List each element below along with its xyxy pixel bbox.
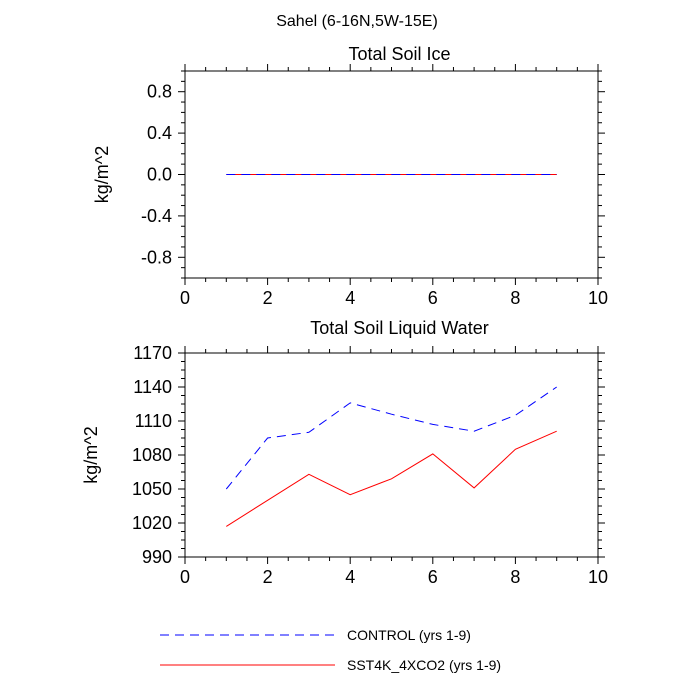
y-tick-label: 1140 xyxy=(133,377,172,397)
x-tick-label: 6 xyxy=(428,567,438,587)
y-tick-label: -0.8 xyxy=(141,247,172,267)
x-tick-label: 4 xyxy=(345,567,355,587)
x-tick-label: 6 xyxy=(428,288,438,308)
y-tick-label: 0.0 xyxy=(147,165,172,185)
x-tick-label: 10 xyxy=(588,288,608,308)
panel-title: Total Soil Ice xyxy=(348,44,450,64)
y-tick-label: 0.8 xyxy=(147,82,172,102)
x-tick-label: 2 xyxy=(263,288,273,308)
legend: CONTROL (yrs 1-9) SST4K_4XCO2 (yrs 1-9) xyxy=(160,627,501,673)
y-tick-label: 1110 xyxy=(135,411,172,431)
y-tick-label: 990 xyxy=(142,547,172,567)
y-tick-label: 1050 xyxy=(132,479,172,499)
legend-label-sst4k: SST4K_4XCO2 (yrs 1-9) xyxy=(347,657,501,673)
series-line-control xyxy=(225,386,557,490)
y-tick-label: -0.4 xyxy=(141,206,172,226)
y-tick-label: 1020 xyxy=(132,513,172,533)
x-tick-label: 10 xyxy=(588,567,608,587)
figure-title: Sahel (6-16N,5W-15E) xyxy=(276,13,438,30)
x-tick-label: 8 xyxy=(510,288,520,308)
panel-total-soil-liquid-water: Total Soil Liquid Water kg/m^2 0 2 4 6 8 10 990 1… xyxy=(81,318,608,587)
x-tick-label: 4 xyxy=(345,288,355,308)
x-tick-label: 8 xyxy=(510,567,520,587)
x-tick-label: 2 xyxy=(263,567,273,587)
series-line-sst4k xyxy=(226,430,557,527)
x-tick-label: 0 xyxy=(180,288,190,308)
y-tick-label: 0.4 xyxy=(147,123,172,143)
y-axis-label: kg/m^2 xyxy=(92,146,112,203)
y-tick-label: 1080 xyxy=(132,445,172,465)
legend-label-control: CONTROL (yrs 1-9) xyxy=(347,627,471,643)
y-axis-label: kg/m^2 xyxy=(81,426,101,483)
x-tick-label: 0 xyxy=(180,567,190,587)
panel-total-soil-ice: Total Soil Ice kg/m^2 0 2 4 6 8 10 -0.8 -0.4 0.0 0.… xyxy=(92,44,608,308)
panel-title: Total Soil Liquid Water xyxy=(310,318,488,338)
y-tick-label: 1170 xyxy=(133,343,172,363)
plot-frame xyxy=(184,352,599,558)
